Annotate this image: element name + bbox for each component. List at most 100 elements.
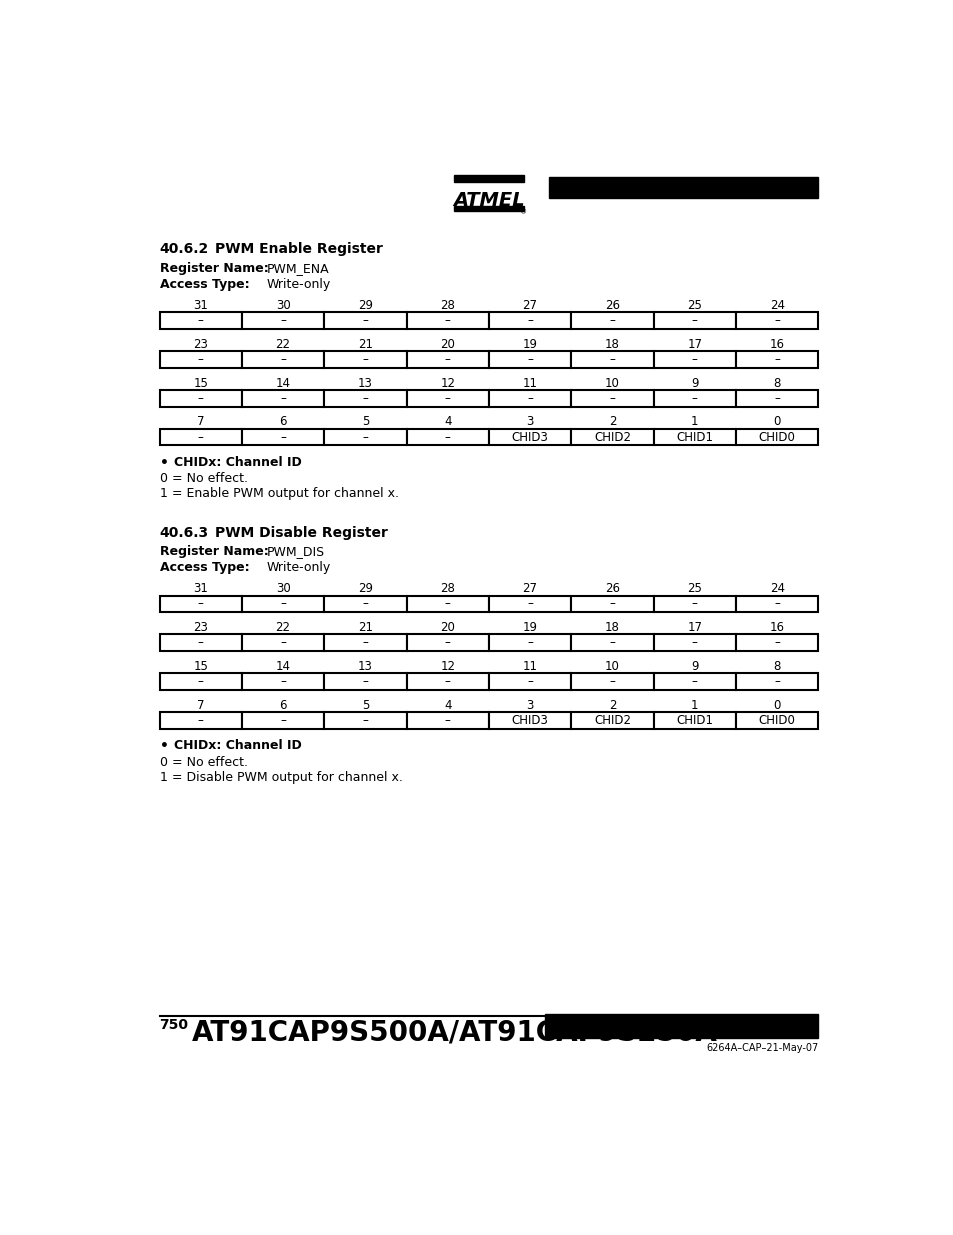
Bar [159,429,242,446]
Text: 1: 1 [690,415,698,429]
Bar [324,713,406,729]
Bar [159,713,242,729]
Bar [549,177,818,198]
Bar [735,595,818,613]
Bar [653,429,735,446]
Text: –: – [280,636,286,650]
Bar [735,635,818,651]
Text: 16: 16 [769,621,783,634]
Text: 22: 22 [275,621,291,634]
Text: –: – [691,353,697,366]
Bar [159,312,242,329]
Text: 27: 27 [522,582,537,595]
Bar [735,429,818,446]
Bar [653,390,735,406]
Text: 0 = No effect.: 0 = No effect. [159,756,247,768]
Text: –: – [609,636,615,650]
Text: 24: 24 [769,582,783,595]
Bar [571,713,653,729]
Text: PWM Enable Register: PWM Enable Register [215,242,383,256]
Text: 18: 18 [604,621,619,634]
Bar [406,713,488,729]
Text: CHIDx: Channel ID: CHIDx: Channel ID [173,740,301,752]
Text: –: – [444,676,450,688]
Text: 23: 23 [193,337,208,351]
Bar [324,595,406,613]
Text: –: – [444,314,450,327]
Bar [324,635,406,651]
Text: –: – [197,391,203,405]
Text: –: – [609,314,615,327]
Text: CHID3: CHID3 [511,431,548,443]
Text: 10: 10 [604,659,619,673]
Text: 31: 31 [193,299,208,311]
Text: 0: 0 [773,415,780,429]
Bar [324,673,406,690]
Bar [242,351,324,368]
Text: PWM_ENA: PWM_ENA [266,262,329,274]
Text: –: – [362,714,368,727]
Text: 28: 28 [440,299,455,311]
Text: 12: 12 [439,377,455,389]
Bar [159,595,242,613]
Text: –: – [774,636,780,650]
Text: –: – [197,431,203,443]
Text: 13: 13 [357,377,373,389]
Text: –: – [362,314,368,327]
Text: –: – [527,676,533,688]
Text: PWM Disable Register: PWM Disable Register [215,526,388,540]
Text: 3: 3 [526,699,534,711]
Text: 23: 23 [193,621,208,634]
Bar [242,429,324,446]
Text: 15: 15 [193,659,208,673]
Bar [406,635,488,651]
Bar [324,390,406,406]
Text: 26: 26 [604,299,619,311]
Text: 8: 8 [773,377,780,389]
Bar [454,206,523,211]
Text: –: – [609,353,615,366]
Bar [242,673,324,690]
Text: 0 = No effect.: 0 = No effect. [159,472,247,485]
Text: 5: 5 [361,415,369,429]
Text: 40.6.3: 40.6.3 [159,526,209,540]
Text: –: – [609,676,615,688]
Text: –: – [197,314,203,327]
Text: –: – [609,391,615,405]
Bar [488,390,571,406]
Bar [406,673,488,690]
Text: 6: 6 [279,699,287,711]
Text: –: – [197,353,203,366]
Text: –: – [444,714,450,727]
Bar [735,713,818,729]
Bar [653,595,735,613]
Text: –: – [280,676,286,688]
Bar [406,390,488,406]
Text: –: – [280,598,286,610]
Bar [571,635,653,651]
Bar [571,595,653,613]
Text: –: – [527,391,533,405]
Bar [406,595,488,613]
Text: 2: 2 [608,415,616,429]
Text: 13: 13 [357,659,373,673]
Text: 9: 9 [690,659,698,673]
Text: –: – [774,676,780,688]
Text: –: – [280,353,286,366]
Bar [242,595,324,613]
Bar [242,713,324,729]
Text: –: – [774,353,780,366]
Text: 30: 30 [275,582,290,595]
Text: Register Name:: Register Name: [159,262,268,274]
Text: PWM_DIS: PWM_DIS [266,545,324,558]
Text: CHID1: CHID1 [676,714,713,727]
Text: –: – [280,314,286,327]
Text: –: – [362,353,368,366]
Text: 16: 16 [769,337,783,351]
Text: –: – [774,598,780,610]
Text: –: – [197,598,203,610]
Bar [653,713,735,729]
Bar [735,351,818,368]
Text: –: – [774,391,780,405]
Bar [735,673,818,690]
